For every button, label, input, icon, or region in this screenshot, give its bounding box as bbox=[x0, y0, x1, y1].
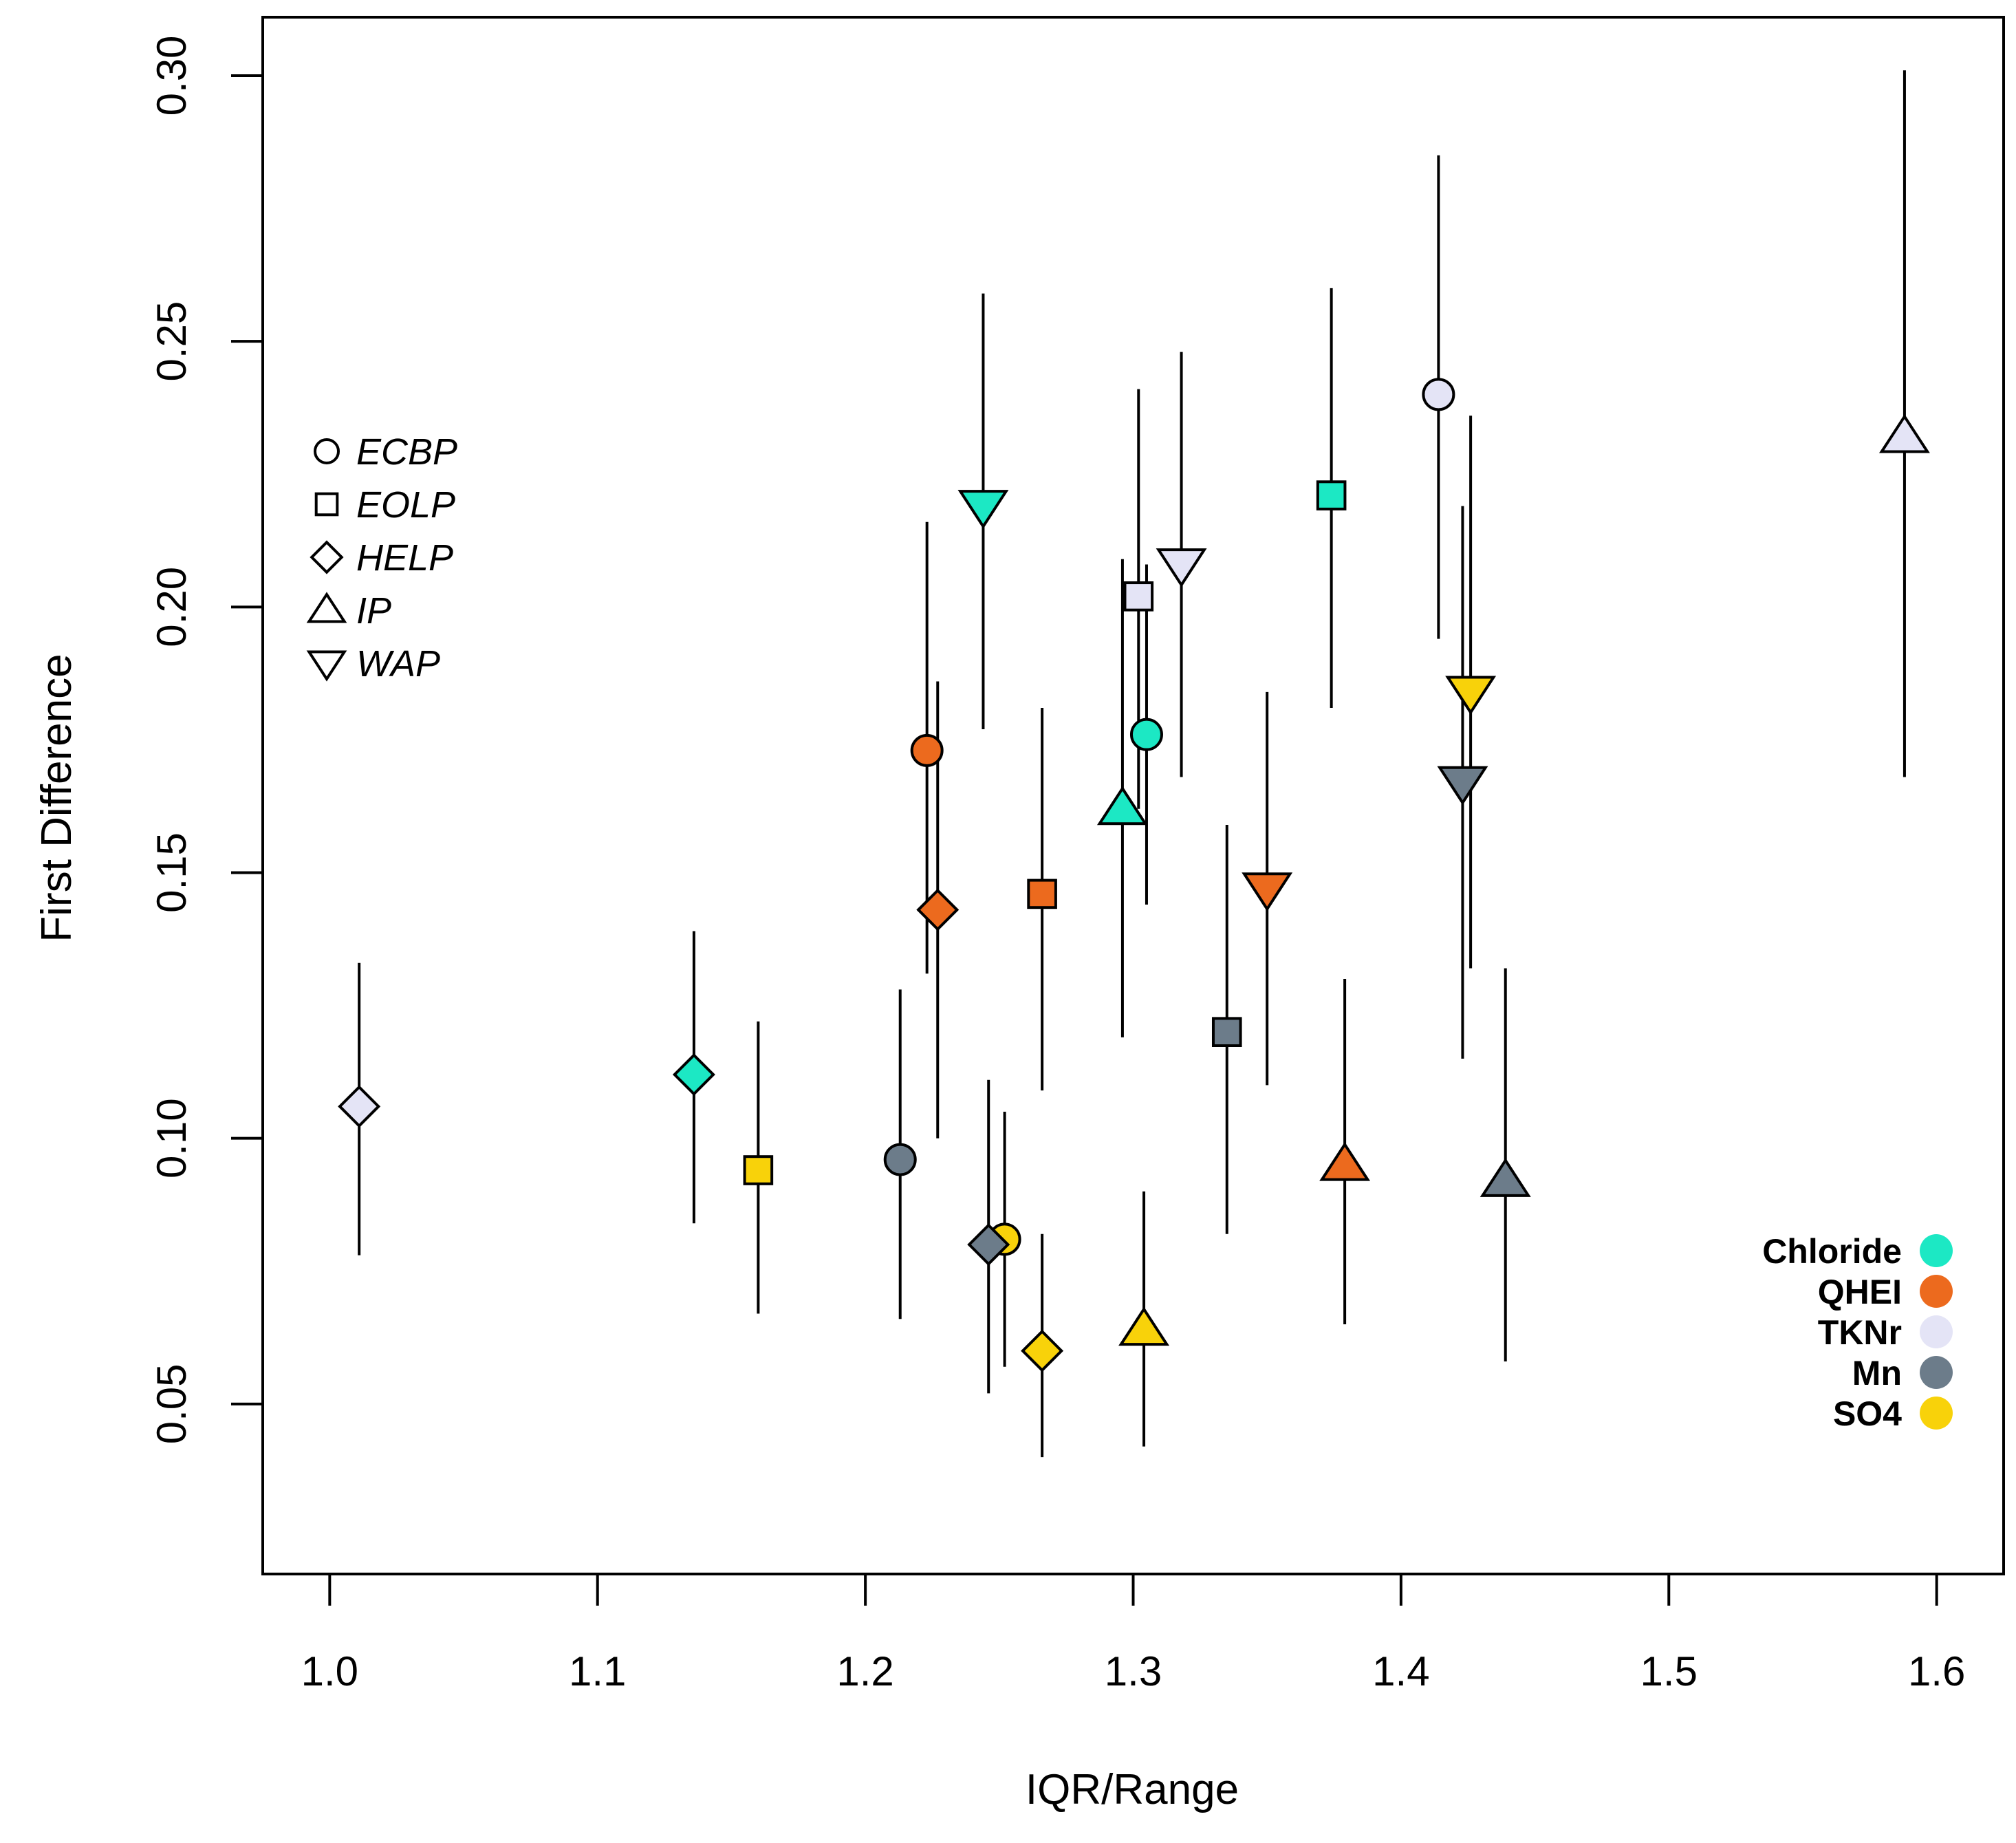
y-tick-label: 0.20 bbox=[149, 567, 195, 647]
data-point bbox=[1242, 872, 1293, 912]
x-tick-label: 1.0 bbox=[301, 1648, 358, 1694]
data-point bbox=[1480, 1158, 1531, 1197]
color-legend-label: Mn bbox=[1852, 1354, 1902, 1392]
data-point bbox=[1027, 879, 1057, 909]
x-axis: 1.0 1.1 1.2 1.3 1.4 1.5 1.6 bbox=[301, 1573, 1965, 1694]
shape-legend-symbol bbox=[306, 650, 347, 682]
shape-legend: ECBP EOLP HELP IP WAP bbox=[306, 431, 457, 685]
shape-legend-label: EOLP bbox=[356, 484, 455, 526]
x-tick-label: 1.6 bbox=[1908, 1648, 1965, 1694]
shape-legend-symbol bbox=[314, 438, 340, 464]
data-point bbox=[338, 1085, 381, 1128]
color-legend-swatch bbox=[1920, 1356, 1953, 1389]
data-point bbox=[672, 1053, 715, 1096]
data-point bbox=[1123, 581, 1154, 612]
data-point bbox=[1316, 480, 1347, 510]
x-tick-label: 1.5 bbox=[1640, 1648, 1698, 1694]
shape-legend-symbol bbox=[310, 540, 344, 574]
data-point bbox=[957, 490, 1009, 529]
y-tick-label: 0.15 bbox=[149, 832, 195, 913]
shape-legend-label: ECBP bbox=[356, 431, 457, 473]
data-point bbox=[1096, 786, 1148, 826]
data-point bbox=[967, 1223, 1010, 1267]
data-point bbox=[1878, 413, 1930, 453]
data-point bbox=[1156, 548, 1207, 588]
data-point bbox=[1118, 1306, 1170, 1346]
color-legend-label: TKNr bbox=[1818, 1313, 1902, 1352]
data-point bbox=[1021, 1329, 1064, 1372]
x-tick-label: 1.2 bbox=[836, 1648, 893, 1694]
x-tick-label: 1.3 bbox=[1105, 1648, 1162, 1694]
data-point bbox=[1445, 676, 1497, 715]
color-legend-swatch bbox=[1920, 1275, 1953, 1308]
shape-legend-symbol bbox=[314, 492, 339, 517]
data-point bbox=[1211, 1017, 1242, 1047]
data-point bbox=[1129, 718, 1163, 751]
color-legend-label: QHEI bbox=[1818, 1273, 1902, 1311]
x-tick-label: 1.4 bbox=[1372, 1648, 1429, 1694]
data-point bbox=[1319, 1141, 1371, 1181]
shape-legend-label: HELP bbox=[356, 537, 453, 579]
data-point bbox=[910, 733, 944, 767]
x-tick-label: 1.1 bbox=[569, 1648, 626, 1694]
y-axis-title: First Difference bbox=[33, 654, 80, 942]
data-point bbox=[883, 1143, 917, 1176]
y-tick-label: 0.25 bbox=[149, 301, 195, 382]
color-legend-label: Chloride bbox=[1762, 1232, 1902, 1271]
shape-legend-symbol bbox=[306, 592, 347, 623]
shape-legend-label: IP bbox=[356, 590, 391, 632]
data-point bbox=[916, 888, 960, 931]
x-axis-title: IQR/Range bbox=[1026, 1766, 1239, 1813]
y-axis: 0.05 0.10 0.15 0.20 0.25 0.30 bbox=[149, 36, 264, 1444]
error-bars bbox=[358, 70, 1906, 1458]
y-tick-label: 0.10 bbox=[149, 1098, 195, 1178]
color-legend-swatch bbox=[1920, 1315, 1953, 1348]
color-legend-swatch bbox=[1920, 1397, 1953, 1430]
y-tick-label: 0.30 bbox=[149, 36, 195, 116]
shape-legend-label: WAP bbox=[356, 643, 440, 685]
y-tick-label: 0.05 bbox=[149, 1364, 195, 1444]
color-legend-label: SO4 bbox=[1833, 1394, 1902, 1433]
data-points bbox=[338, 378, 1930, 1372]
data-point bbox=[743, 1155, 774, 1185]
color-legend-swatch bbox=[1920, 1234, 1953, 1267]
data-point bbox=[1437, 766, 1488, 806]
data-point bbox=[1422, 378, 1455, 411]
